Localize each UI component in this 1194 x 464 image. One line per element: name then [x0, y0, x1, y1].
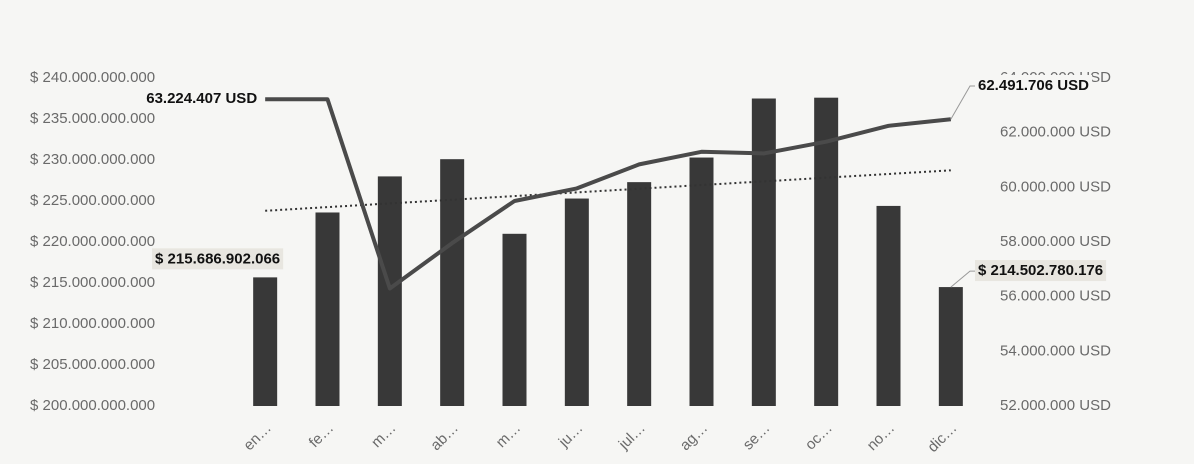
data-label: 62.491.706 USD: [978, 77, 1089, 94]
data-label-box: [152, 248, 284, 270]
bar: [689, 157, 714, 406]
data-label: $ 214.502.780.176: [978, 262, 1103, 279]
bar: [315, 212, 340, 406]
y2-tick-label: 62.000.000 USD: [1000, 124, 1111, 141]
bar: [564, 198, 589, 406]
bar: [440, 159, 465, 406]
y2-tick-label: 60.000.000 USD: [1000, 178, 1111, 195]
leader-line: [950, 270, 975, 288]
data-label-box: [975, 260, 1107, 282]
y-tick-label: $ 205.000.000.000: [30, 356, 155, 373]
y-tick-label: $ 200.000.000.000: [30, 397, 155, 414]
data-label-group: $ 215.686.902.066: [152, 248, 284, 270]
data-label: $ 215.686.902.066: [155, 250, 280, 267]
y-tick-label: $ 225.000.000.000: [30, 192, 155, 209]
data-label-box: [975, 74, 1093, 96]
leader-line: [950, 85, 975, 120]
bar: [502, 233, 527, 406]
y-tick-label: $ 230.000.000.000: [30, 151, 155, 168]
y2-tick-label: 56.000.000 USD: [1000, 288, 1111, 305]
bar: [253, 277, 278, 406]
y2-tick-label: 58.000.000 USD: [1000, 233, 1111, 250]
y2-tick-label: 52.000.000 USD: [1000, 397, 1111, 414]
y-tick-label: $ 210.000.000.000: [30, 315, 155, 332]
data-label-group: 62.491.706 USD: [950, 74, 1093, 120]
data-label-box: [143, 88, 261, 110]
data-label-group: 63.224.407 USD: [143, 88, 261, 110]
bar: [627, 182, 652, 406]
data-label-group: $ 214.502.780.176: [950, 260, 1107, 288]
data-label: 63.224.407 USD: [146, 90, 257, 107]
bar: [876, 205, 901, 406]
bar: [377, 176, 402, 406]
y-tick-label: $ 240.000.000.000: [30, 69, 155, 86]
y2-tick-label: 54.000.000 USD: [1000, 342, 1111, 359]
y-tick-label: $ 220.000.000.000: [30, 233, 155, 250]
bar: [814, 97, 839, 407]
line: [265, 97, 952, 291]
y-tick-label: $ 235.000.000.000: [30, 110, 155, 127]
bar: [751, 98, 776, 406]
bar: [938, 287, 963, 406]
y-tick-label: $ 215.000.000.000: [30, 274, 155, 291]
